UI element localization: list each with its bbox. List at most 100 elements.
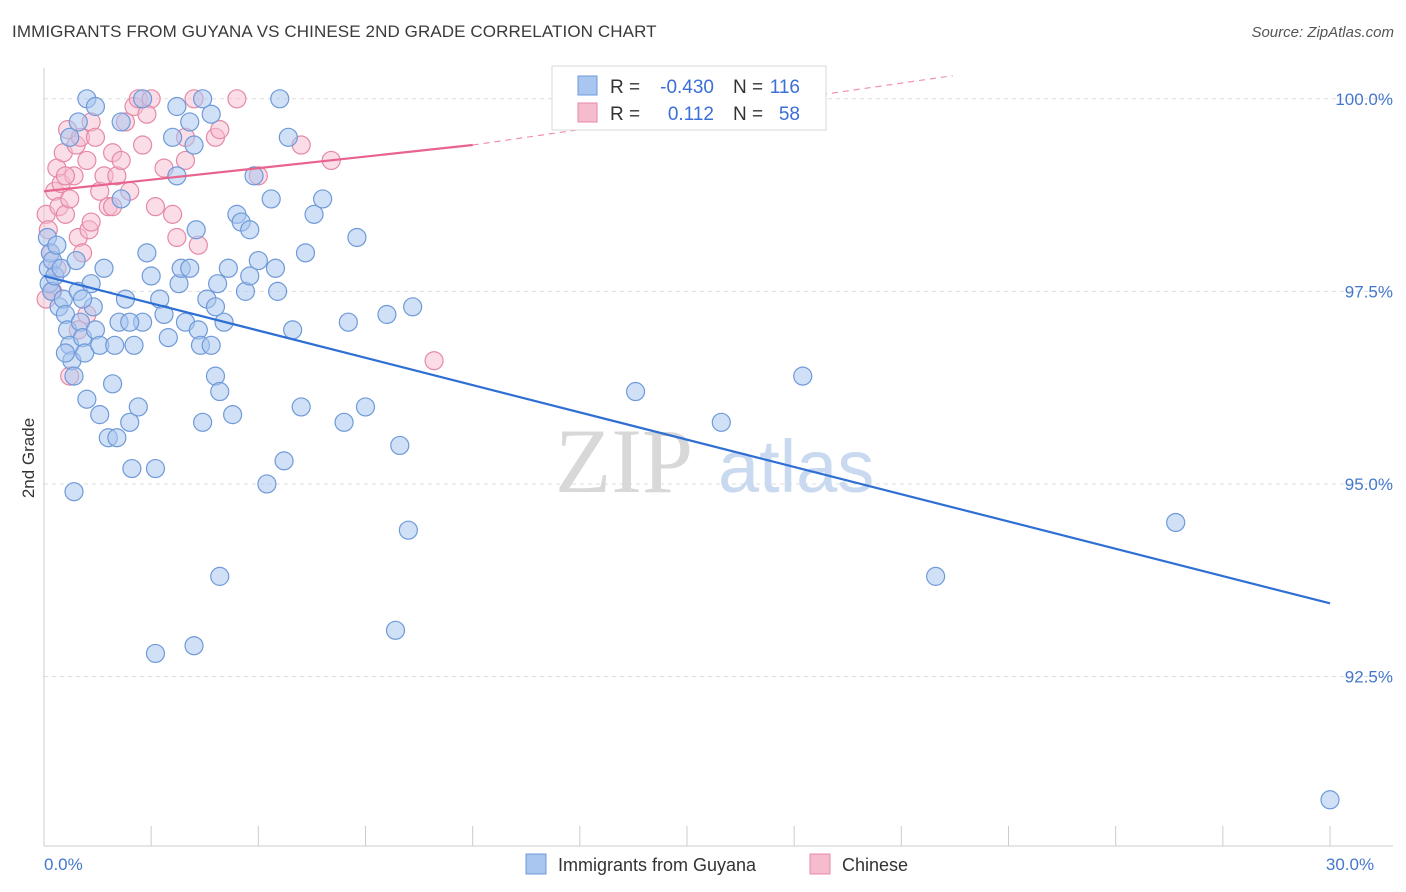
- guyana-point-84: [355, 397, 376, 417]
- guyana-point-20: [75, 343, 95, 363]
- guyana-point-82: [338, 312, 358, 332]
- guyana-point-50: [180, 258, 200, 278]
- grid-lines: [44, 98, 1393, 678]
- legend-r-label-guyana: R =: [610, 77, 640, 98]
- guyana-point-15: [64, 366, 84, 386]
- x-tick-labels: 0.0% 30.0%: [44, 855, 1374, 874]
- chinese-point-36: [167, 227, 187, 248]
- guyana-point-60: [210, 381, 230, 402]
- legend-n-value-chinese: 58: [779, 104, 800, 125]
- guyana-point-88: [398, 520, 418, 540]
- guyana-point-105: [793, 366, 813, 386]
- guyana-point-99: [64, 482, 84, 502]
- guyana-point-68: [244, 166, 264, 186]
- guyana-point-40: [141, 266, 161, 286]
- series-legend: Immigrants from Guyana Chinese: [525, 853, 908, 875]
- legend-r-value-guyana: -0.430: [660, 77, 714, 98]
- chinese-point-41: [210, 120, 230, 140]
- source-label: Source: ZipAtlas.com: [1251, 24, 1394, 41]
- guyana-point-71: [261, 189, 281, 209]
- series-legend-swatch-chinese: [809, 853, 831, 875]
- guyana-point-76: [283, 320, 303, 340]
- guyana-point-102: [210, 566, 230, 586]
- x-tick-label-0: 0.0%: [44, 855, 83, 874]
- x-tick-label-1: 30.0%: [1326, 855, 1374, 874]
- guyana-point-113: [72, 289, 93, 309]
- chinese-point-42: [227, 89, 247, 109]
- guyana-point-112: [180, 112, 200, 132]
- guyana-trendline: [43, 274, 1331, 605]
- guyana-point-28: [102, 374, 123, 394]
- guyana-point-111: [111, 112, 131, 132]
- chinese-point-31: [132, 135, 153, 155]
- legend-n-value-guyana: 116: [770, 77, 800, 98]
- chinese-point-57: [55, 166, 76, 186]
- y-tick-label-2: 95.0%: [1345, 475, 1393, 494]
- guyana-point-114: [55, 343, 76, 363]
- guyana-point-39: [137, 243, 157, 263]
- chinese-trendline: [43, 143, 473, 193]
- chinese-point-33: [145, 197, 166, 217]
- chinese-point-11: [60, 189, 80, 209]
- guyana-point-57: [201, 335, 221, 355]
- guyana-point-98: [270, 89, 290, 109]
- guyana-point-36: [124, 335, 144, 355]
- stats-legend-box: [551, 65, 827, 131]
- guyana-point-32: [111, 189, 131, 209]
- guyana-point-70: [257, 474, 277, 494]
- guyana-point-30: [107, 428, 127, 448]
- guyana-point-37: [128, 397, 148, 417]
- guyana-point-96: [193, 89, 213, 109]
- guyana-point-77: [291, 397, 311, 417]
- y-tick-label-0: 100.0%: [1335, 90, 1393, 109]
- guyana-point-87: [390, 435, 410, 456]
- guyana-point-116: [240, 220, 260, 240]
- guyana-point-75: [278, 127, 298, 147]
- guyana-point-45: [163, 127, 183, 147]
- guyana-point-80: [313, 189, 333, 209]
- guyana-point-103: [625, 381, 646, 402]
- guyana-point-115: [90, 405, 110, 425]
- guyana-point-81: [334, 412, 354, 432]
- chinese-point-35: [163, 204, 183, 224]
- guyana-point-104: [711, 412, 731, 432]
- chinese-point-52: [81, 212, 101, 232]
- guyana-point-52: [186, 220, 206, 240]
- guyana-point-44: [158, 328, 178, 348]
- guyana-point-85: [377, 304, 397, 325]
- guyana-point-55: [193, 412, 213, 432]
- guyana-point-91: [85, 96, 106, 117]
- guyana-point-35: [122, 458, 142, 479]
- guyana-point-108: [1320, 790, 1340, 810]
- guyana-point-26: [94, 258, 114, 278]
- series-legend-swatch-guyana: [525, 853, 547, 875]
- guyana-point-106: [926, 566, 946, 586]
- x-ticks: [43, 826, 1331, 846]
- legend-r-value-chinese: 0.112: [668, 104, 714, 125]
- guyana-point-34: [120, 412, 140, 432]
- guyana-point-74: [274, 451, 294, 471]
- guyana-point-97: [201, 104, 221, 124]
- y-axis-label: 2nd Grade: [19, 418, 38, 498]
- guyana-point-62: [218, 258, 238, 278]
- y-tick-labels: 100.0% 97.5% 95.0% 92.5%: [1335, 90, 1393, 687]
- guyana-point-59: [208, 274, 228, 294]
- legend-swatch-guyana: [577, 75, 598, 96]
- guyana-point-89: [403, 297, 423, 317]
- guyana-point-86: [385, 620, 406, 640]
- series-legend-label-guyana: Immigrants from Guyana: [558, 855, 757, 875]
- chart-title: IMMIGRANTS FROM GUYANA VS CHINESE 2ND GR…: [12, 22, 657, 41]
- guyana-point-72: [265, 258, 286, 278]
- legend-r-label-chinese: R =: [610, 104, 640, 125]
- guyana-point-21: [77, 389, 97, 409]
- watermark-zip: ZIP: [555, 410, 693, 512]
- guyana-point-110: [120, 312, 140, 332]
- guyana-point-92: [68, 112, 88, 132]
- legend-swatch-chinese: [577, 102, 598, 123]
- legend-n-label-guyana: N =: [733, 77, 763, 98]
- chinese-point-17: [77, 150, 97, 171]
- guyana-point-78: [295, 243, 316, 263]
- axes: [43, 68, 1393, 847]
- guyana-point-69: [248, 250, 268, 271]
- series-legend-label-chinese: Chinese: [842, 855, 908, 875]
